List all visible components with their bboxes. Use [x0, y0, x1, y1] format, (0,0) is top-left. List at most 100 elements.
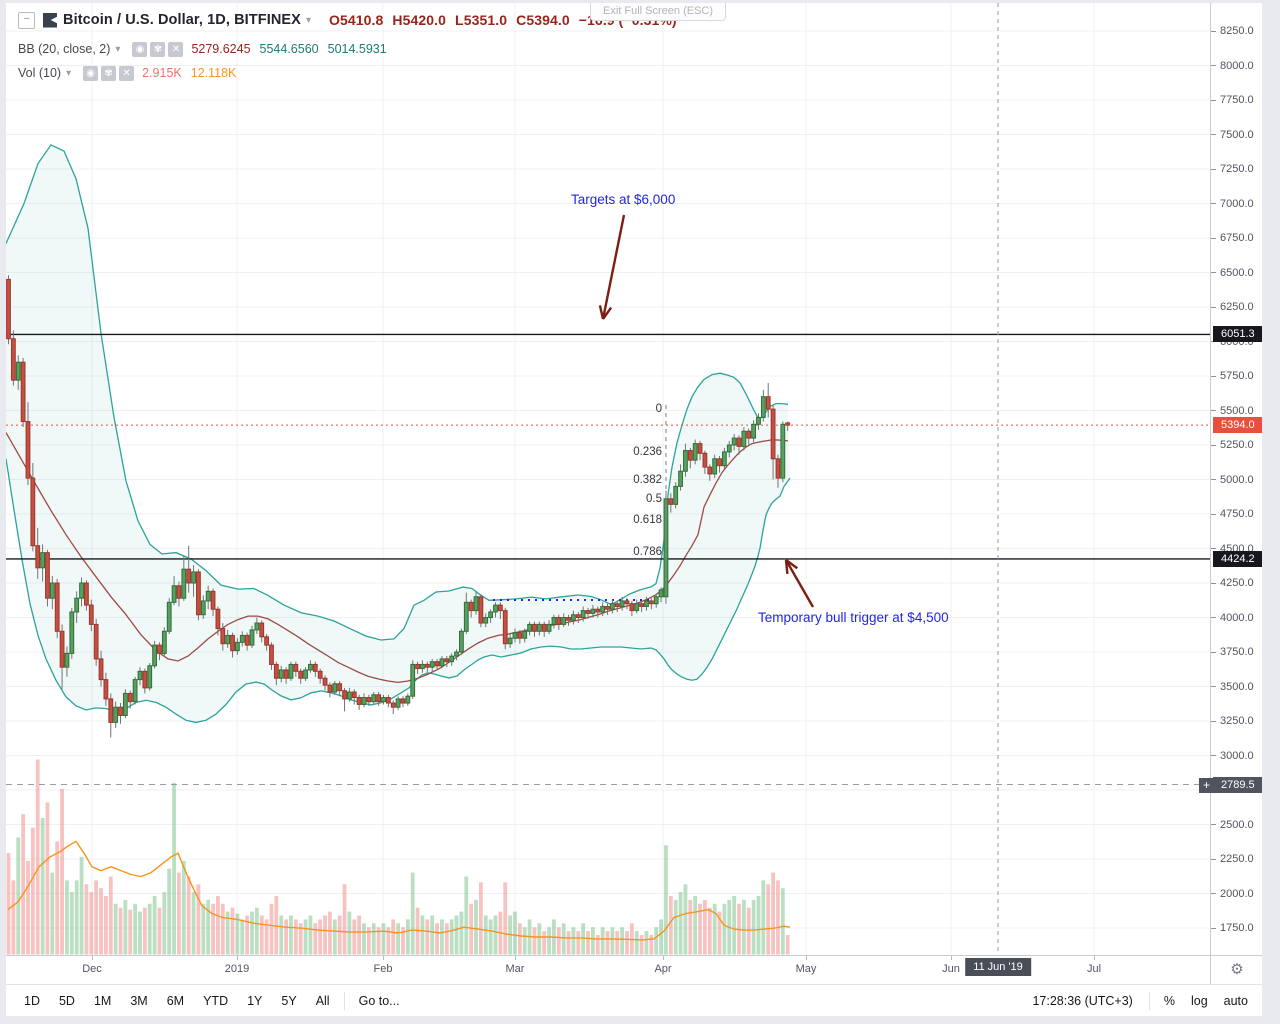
time-axis[interactable]: Dec 2019 Feb Mar Apr May Jun Jul 11 Jun '19	[6, 955, 1210, 984]
axis-gear-icon[interactable]: ⚙	[1230, 961, 1244, 978]
candle-body	[312, 663, 318, 672]
volume-bar	[298, 923, 303, 955]
volume-bar	[595, 935, 600, 955]
add-alert-plus-button[interactable]: +	[1199, 777, 1214, 793]
candle-body	[483, 617, 489, 624]
price-tick-7500: 7500.0	[1211, 129, 1254, 141]
candle-body	[760, 396, 766, 418]
gear-icon[interactable]: ✾	[101, 65, 117, 81]
goto-button[interactable]: Go to...	[358, 994, 400, 1008]
candle-body	[6, 278, 11, 340]
candle-body	[361, 697, 367, 705]
volume-bar	[776, 880, 780, 955]
volume-bar	[522, 927, 527, 955]
log-scale-button[interactable]: log	[1190, 994, 1208, 1008]
price-label-5394.0: 5394.0	[1213, 417, 1266, 434]
candle-body	[410, 663, 416, 697]
candle-body	[400, 698, 406, 704]
candle-body	[507, 637, 513, 645]
candle-body	[84, 582, 89, 606]
volume-bar	[254, 907, 259, 955]
volume-bar	[186, 876, 191, 955]
tick-mark	[1211, 824, 1216, 826]
chevron-down-icon[interactable]: ▾	[305, 14, 311, 26]
eye-icon[interactable]: ◉	[132, 41, 148, 57]
chevron-down-icon[interactable]: ▾	[66, 67, 72, 79]
candle-body	[590, 608, 596, 614]
volume-bar	[133, 903, 138, 955]
range-3m[interactable]: 3M	[130, 994, 148, 1008]
volume-bar	[30, 827, 35, 955]
volume-bar	[732, 896, 737, 955]
clock-label[interactable]: 17:28:36 (UTC+3)	[1032, 994, 1133, 1008]
exit-fullscreen-tooltip[interactable]: Exit Full Screen (ESC)	[590, 3, 727, 21]
candle-body	[556, 617, 562, 625]
ohlc-open: O5410.8	[328, 12, 384, 28]
volume-bar	[780, 888, 785, 955]
tick-mark	[1211, 99, 1216, 101]
time-tick-mark	[383, 956, 384, 960]
candle-body	[196, 571, 201, 616]
range-ytd[interactable]: YTD	[203, 994, 229, 1008]
close-icon[interactable]: ✕	[168, 41, 184, 57]
crosshair-date-badge: 11 Jun '19	[965, 958, 1031, 976]
percent-scale-button[interactable]: %	[1163, 994, 1175, 1008]
candle-body	[546, 623, 552, 632]
ohlc-high: H5420.0	[392, 12, 447, 28]
candle-body	[770, 408, 776, 460]
chevron-down-icon[interactable]: ▾	[115, 43, 121, 55]
close-icon[interactable]: ✕	[119, 65, 135, 81]
candle-body	[283, 669, 289, 679]
collapse-panel-icon[interactable]: −	[18, 11, 35, 29]
candle-body	[10, 338, 16, 381]
vol-indicator-label[interactable]: Vol (10)	[18, 66, 62, 80]
volume-bar	[712, 903, 717, 955]
volume-bar	[639, 935, 644, 955]
price-tick-2000: 2000.0	[1211, 888, 1254, 900]
auto-scale-button[interactable]: auto	[1223, 994, 1248, 1008]
exchange-logo-icon	[43, 12, 57, 28]
range-6m[interactable]: 6M	[166, 994, 185, 1008]
time-tick-mark	[92, 956, 93, 960]
candle-body	[444, 658, 450, 663]
volume-bar	[693, 896, 698, 955]
range-5y[interactable]: 5Y	[281, 994, 297, 1008]
time-tick-2019: 2019	[224, 963, 250, 975]
gear-icon[interactable]: ✾	[150, 41, 166, 57]
candle-body	[600, 605, 606, 613]
candle-body	[702, 452, 708, 468]
range-1m[interactable]: 1M	[93, 994, 112, 1008]
candle-body	[663, 498, 669, 598]
candle-body	[512, 632, 518, 639]
volume-bar	[654, 927, 659, 955]
candle-body	[746, 430, 752, 439]
tick-mark	[1211, 272, 1216, 274]
candle-body	[181, 568, 187, 599]
volume-bar	[673, 899, 678, 955]
main-chart-canvas[interactable]	[6, 3, 1262, 984]
volume-bar	[761, 880, 766, 955]
candle-body	[59, 630, 65, 668]
candle-body	[166, 601, 172, 632]
volume-bar	[688, 899, 693, 955]
range-1d[interactable]: 1D	[24, 994, 40, 1008]
volume-bar	[113, 903, 118, 955]
candle-body	[152, 644, 157, 667]
page-margin-top	[0, 0, 1280, 3]
tick-mark	[1211, 410, 1216, 412]
volume-bar	[79, 857, 84, 955]
volume-bar	[449, 919, 454, 955]
range-all[interactable]: All	[315, 994, 330, 1008]
range-1y[interactable]: 1Y	[247, 994, 263, 1008]
range-5d[interactable]: 5D	[58, 994, 75, 1008]
volume-bar	[35, 759, 40, 955]
price-tick-3000: 3000.0	[1211, 750, 1254, 762]
price-axis[interactable]: 8250.0 8000.0 7750.0 7500.0 7250.0 7000.0 6750…	[1199, 3, 1266, 955]
volume-bar	[196, 884, 201, 955]
volume-bar	[211, 903, 215, 955]
candle-body	[731, 437, 737, 446]
bb-indicator-label[interactable]: BB (20, close, 2)	[18, 42, 111, 56]
eye-icon[interactable]: ◉	[83, 65, 99, 81]
bottom-toolbar: 1D 5D 1M 3M 6M YTD 1Y 5Y All Go to... 17…	[6, 984, 1262, 1017]
symbol-title[interactable]: Bitcoin / U.S. Dollar, 1D, BITFINEX	[63, 12, 301, 28]
